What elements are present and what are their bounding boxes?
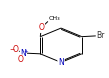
Text: N: N bbox=[58, 58, 64, 67]
Text: N: N bbox=[20, 49, 26, 58]
Text: Br: Br bbox=[97, 31, 105, 40]
Text: O: O bbox=[38, 23, 44, 32]
Text: +: + bbox=[23, 49, 28, 54]
Text: −: − bbox=[9, 46, 14, 51]
Text: O: O bbox=[17, 55, 23, 64]
Text: O: O bbox=[12, 45, 18, 54]
Text: CH₃: CH₃ bbox=[48, 16, 60, 21]
